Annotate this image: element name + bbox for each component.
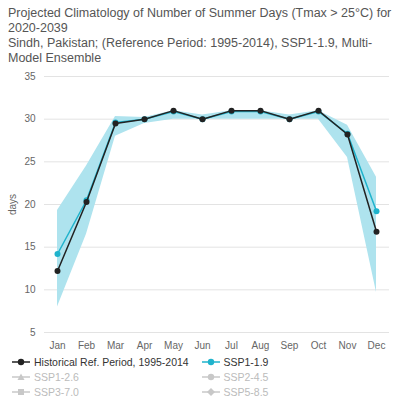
html-text:SSP2-4.5: SSP2-4.5 (223, 371, 269, 383)
svg-text:20: 20 (24, 199, 36, 210)
svg-text:Oct: Oct (311, 340, 327, 351)
html-text:SSP1-1.9: SSP1-1.9 (223, 356, 269, 368)
svg-text:15: 15 (24, 241, 36, 252)
svg-text:Sep: Sep (281, 340, 299, 351)
svg-text:Jul: Jul (225, 340, 238, 351)
svg-text:10: 10 (24, 284, 36, 295)
svg-text:5: 5 (30, 327, 36, 338)
svg-text:Dec: Dec (368, 340, 386, 351)
svg-text:Aug: Aug (252, 340, 270, 351)
html-text:Sindh, Pakistan; (Reference Pe: Sindh, Pakistan; (Reference Period: 1995… (8, 36, 373, 65)
html-text:Historical Ref. Period, 1995-2: Historical Ref. Period, 1995-2014 (34, 356, 189, 368)
svg-text:Jan: Jan (49, 340, 65, 351)
html-text:SSP5-8.5: SSP5-8.5 (223, 386, 269, 398)
svg-text:Nov: Nov (339, 340, 357, 351)
html-text:SSP1-2.6: SSP1-2.6 (34, 371, 79, 383)
svg-text:Jun: Jun (194, 340, 210, 351)
svg-text:Feb: Feb (78, 340, 96, 351)
html-text:SSP3-7.0: SSP3-7.0 (34, 386, 79, 398)
svg-text:Mar: Mar (107, 340, 125, 351)
svg-text:Apr: Apr (137, 340, 153, 351)
svg-text:May: May (164, 340, 183, 351)
svg-text:days: days (7, 194, 18, 215)
html-text:Projected Climatology of Numbe: Projected Climatology of Number of Summe… (8, 6, 392, 35)
svg-text:25: 25 (24, 156, 36, 167)
svg-text:30: 30 (24, 113, 36, 124)
svg-text:35: 35 (24, 71, 36, 82)
